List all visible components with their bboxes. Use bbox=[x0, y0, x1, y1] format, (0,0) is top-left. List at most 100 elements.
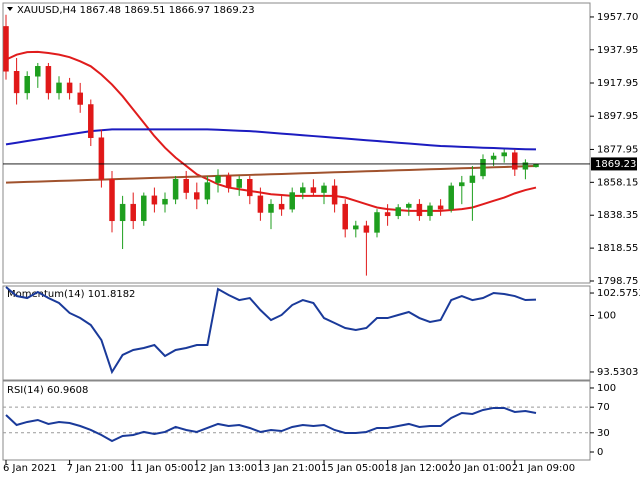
indicator-name: Momentum(14) bbox=[7, 289, 85, 300]
y-tick-label: 1897.95 bbox=[597, 111, 638, 122]
indicator-value: 60.9608 bbox=[47, 385, 88, 396]
candle-body bbox=[512, 152, 518, 170]
y-tick-label: 30 bbox=[597, 428, 610, 439]
candle-body bbox=[141, 195, 147, 222]
candle-body bbox=[225, 175, 232, 188]
x-tick-label: 7 Jan 21:00 bbox=[67, 463, 124, 474]
candle-body bbox=[427, 205, 433, 217]
candle-body bbox=[119, 203, 126, 222]
y-tick-label: 102.5753 bbox=[597, 288, 640, 299]
candle-body bbox=[45, 66, 52, 94]
candle-body bbox=[183, 179, 189, 193]
x-tick-label: 15 Jan 05:00 bbox=[321, 463, 384, 474]
symbol: XAUUSD,H4 bbox=[17, 5, 76, 16]
candle-body bbox=[469, 175, 476, 183]
candle-body bbox=[448, 185, 454, 210]
candle-body bbox=[310, 187, 317, 193]
candle-body bbox=[236, 179, 242, 188]
moving-average bbox=[5, 164, 537, 184]
price-box bbox=[591, 157, 637, 171]
indicator-value: 101.8182 bbox=[88, 289, 136, 300]
candle-body bbox=[480, 159, 486, 177]
current-price-label: 1869.23 bbox=[595, 159, 636, 170]
rsi-title: RSI(14) 60.9608 bbox=[7, 385, 88, 396]
y-tick-label: 100 bbox=[597, 311, 616, 322]
moving-average bbox=[5, 128, 537, 151]
candle-body bbox=[331, 185, 338, 205]
main-panel bbox=[2, 2, 591, 284]
candle-body bbox=[406, 203, 412, 208]
rsi-panel bbox=[2, 380, 591, 461]
candle-body bbox=[459, 182, 465, 187]
low-value: 1866.97 bbox=[169, 5, 210, 16]
candle-body bbox=[247, 179, 253, 197]
candle-body bbox=[77, 92, 83, 105]
candle-body bbox=[342, 203, 348, 230]
x-tick-label: 20 Jan 01:00 bbox=[448, 463, 511, 474]
candle-body bbox=[24, 76, 30, 94]
x-tick-label: 18 Jan 12:00 bbox=[385, 463, 448, 474]
y-tick-label: 1877.95 bbox=[597, 144, 638, 155]
candle-body bbox=[300, 187, 306, 193]
candle-body bbox=[172, 179, 179, 200]
candle-body bbox=[35, 66, 41, 77]
header: XAUUSD,H4 1867.48 1869.51 1866.97 1869.2… bbox=[17, 5, 255, 16]
candle-body bbox=[88, 104, 94, 138]
y-tick-label: 1818.55 bbox=[597, 243, 638, 254]
moving-average bbox=[5, 50, 537, 212]
momentum-title: Momentum(14) 101.8182 bbox=[7, 289, 135, 300]
candle-body bbox=[395, 207, 401, 217]
candle-body bbox=[194, 192, 200, 200]
candle-body bbox=[363, 225, 370, 233]
x-tick-label: 21 Jan 09:00 bbox=[512, 463, 575, 474]
x-tick-label: 6 Jan 2021 bbox=[3, 463, 57, 474]
candle-body bbox=[416, 203, 423, 217]
momentum-panel bbox=[2, 285, 591, 381]
candle-body bbox=[437, 205, 444, 210]
candle-body bbox=[278, 203, 285, 210]
candle-body bbox=[13, 71, 20, 94]
candle-body bbox=[66, 82, 73, 94]
y-tick-label: 1798.75 bbox=[597, 276, 638, 287]
x-tick-label: 13 Jan 21:00 bbox=[257, 463, 320, 474]
y-tick-label: 1937.95 bbox=[597, 45, 638, 56]
indicator-name: RSI(14) bbox=[7, 385, 44, 396]
candle-body bbox=[353, 225, 359, 230]
indicator-line bbox=[5, 406, 537, 443]
open-value: 1867.48 bbox=[80, 5, 121, 16]
candle-body bbox=[384, 212, 391, 217]
candle-body bbox=[522, 162, 529, 170]
x-tick-label: 11 Jan 05:00 bbox=[130, 463, 193, 474]
candle-body bbox=[501, 152, 507, 157]
candle-body bbox=[151, 195, 158, 205]
candle-body bbox=[490, 155, 497, 160]
candle-body bbox=[268, 203, 274, 213]
close-value: 1869.23 bbox=[213, 5, 254, 16]
candle-body bbox=[289, 192, 295, 210]
y-tick-label: 1917.95 bbox=[597, 78, 638, 89]
y-tick-label: 0 bbox=[597, 447, 603, 458]
candle-body bbox=[56, 82, 62, 94]
candle-body bbox=[533, 163, 539, 168]
candle-body bbox=[257, 195, 264, 213]
indicator-line bbox=[5, 286, 537, 375]
candle-body bbox=[162, 198, 168, 205]
y-tick-label: 1957.70 bbox=[597, 12, 638, 23]
y-tick-label: 100 bbox=[597, 383, 616, 394]
candle-body bbox=[204, 182, 211, 200]
y-tick-label: 70 bbox=[597, 402, 610, 413]
candle-body bbox=[98, 137, 105, 180]
candle-body bbox=[130, 203, 136, 222]
candle-body bbox=[3, 26, 9, 72]
candle-body bbox=[109, 179, 115, 222]
candle-body bbox=[374, 212, 380, 233]
dropdown-icon[interactable] bbox=[7, 7, 13, 11]
y-tick-label: 93.5303 bbox=[597, 367, 638, 378]
high-value: 1869.51 bbox=[124, 5, 165, 16]
x-tick-label: 12 Jan 13:00 bbox=[194, 463, 257, 474]
y-tick-label: 1858.15 bbox=[597, 177, 638, 188]
candle-body bbox=[321, 185, 327, 193]
candle-body bbox=[215, 175, 221, 183]
